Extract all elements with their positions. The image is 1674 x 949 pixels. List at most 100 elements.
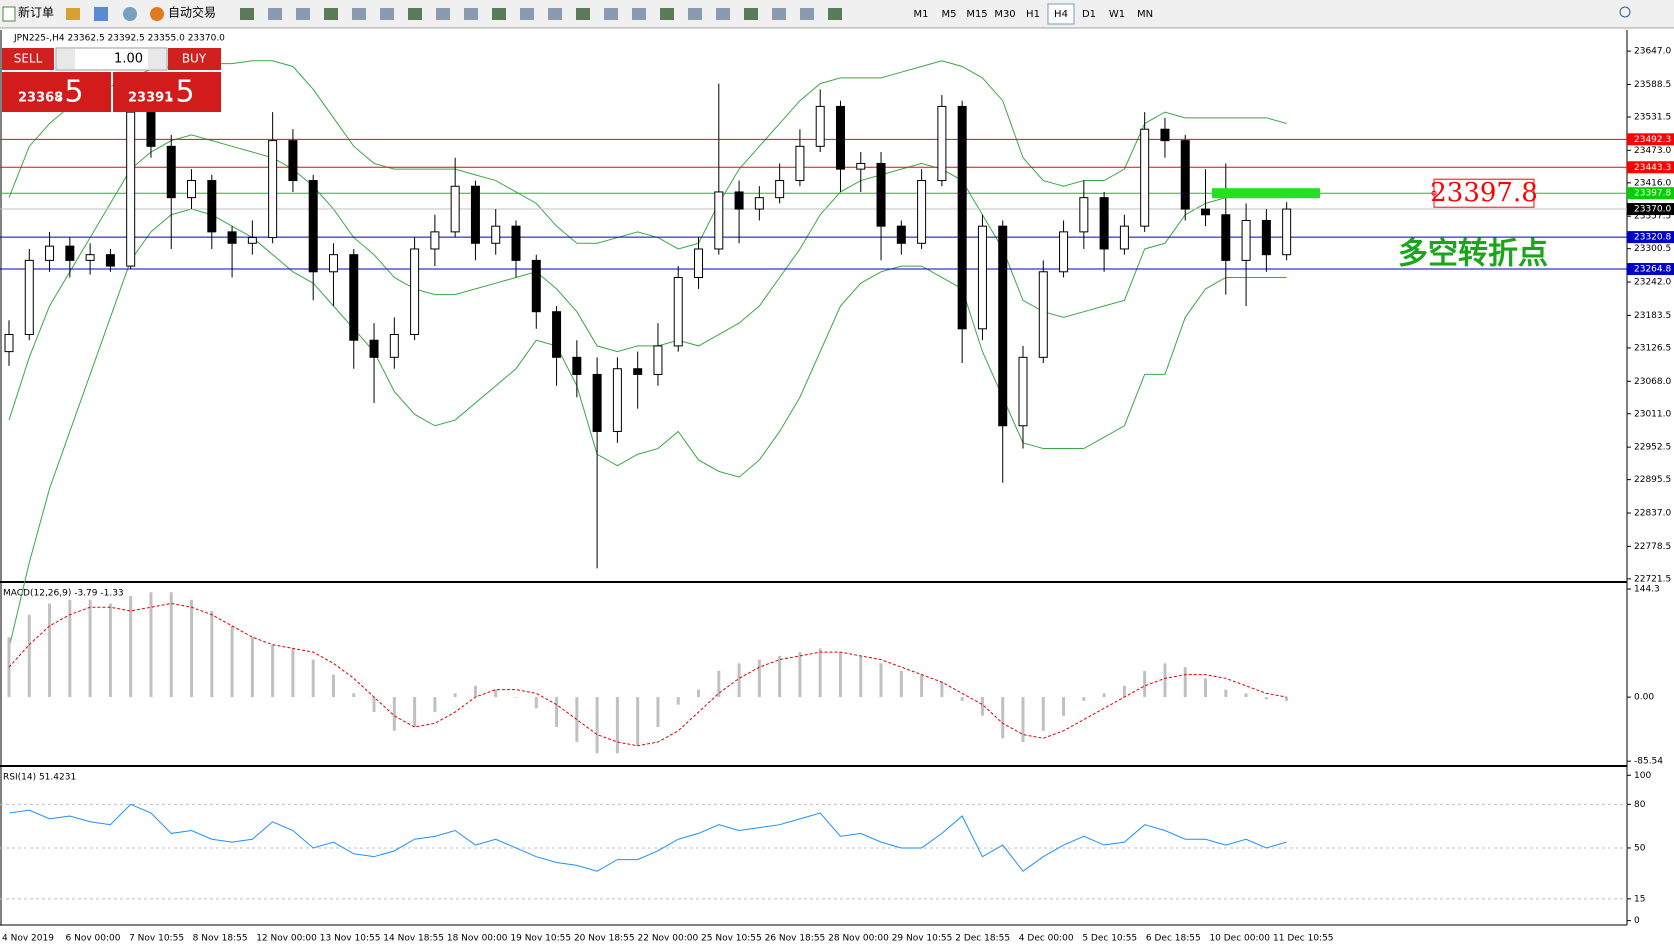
lot-value[interactable]: 1.00 (114, 52, 143, 67)
timeframe-button[interactable]: M30 (994, 9, 1015, 20)
candle-body (998, 225, 1008, 427)
macd-bar (656, 697, 660, 728)
timeframe-button[interactable]: M15 (966, 9, 987, 20)
tool-icon[interactable] (352, 8, 366, 20)
macd-bar (271, 644, 275, 698)
macd-bar (1143, 670, 1147, 698)
candle-body (531, 259, 541, 313)
candle-body (957, 105, 967, 330)
candle-body (1241, 219, 1251, 261)
auto-trading-button[interactable]: 自动交易 (168, 5, 216, 20)
tool-icon[interactable] (716, 8, 730, 20)
macd-bar (250, 637, 254, 698)
candle-body (917, 180, 927, 244)
candle-body (1160, 128, 1170, 142)
x-tick-label: 4 Nov 2019 (2, 934, 54, 944)
macd-bar (960, 697, 964, 701)
tool-icon[interactable] (240, 8, 254, 20)
pivot-note: 多空转折点 (1398, 237, 1548, 272)
candle-body (85, 254, 95, 261)
timeframe-button[interactable]: H1 (1026, 9, 1040, 20)
timeframe-active (1047, 3, 1075, 25)
candle-body (977, 225, 987, 330)
tool-icon[interactable] (772, 8, 786, 20)
tool-icon[interactable] (408, 8, 422, 20)
tool-icon[interactable] (324, 8, 338, 20)
y-tick-label: 23531.5 (1634, 112, 1671, 122)
price-level-tag (1627, 263, 1674, 276)
macd-bar (433, 697, 437, 713)
tool-icon[interactable] (688, 8, 702, 20)
icon[interactable] (66, 8, 80, 20)
bid-box[interactable] (2, 72, 111, 112)
tool-icon[interactable] (744, 8, 758, 20)
pivot-box (1433, 178, 1535, 208)
new-order-icon[interactable] (2, 6, 16, 22)
tool-icon[interactable] (492, 8, 506, 20)
timeframe-button[interactable]: W1 (1109, 9, 1125, 20)
tool-icon[interactable] (828, 8, 842, 20)
timeframe-button[interactable]: M5 (942, 9, 957, 20)
candle-body (511, 225, 521, 261)
candle-body (491, 225, 501, 244)
candle-body (795, 145, 805, 182)
tool-icon[interactable] (268, 8, 282, 20)
y-tick-label: 22837.0 (1634, 509, 1671, 519)
tool-icon[interactable] (436, 8, 450, 20)
macd-bar (1244, 693, 1248, 698)
new-order-button[interactable]: 新订单 (18, 5, 54, 20)
lot-increase[interactable] (148, 49, 166, 69)
candle-body (450, 185, 460, 233)
macd-bar (757, 659, 761, 698)
macd-bar (697, 689, 701, 698)
price-level-tag (1627, 161, 1674, 174)
timeframe-button[interactable]: M1 (914, 9, 929, 20)
timeframe-button[interactable]: H4 (1054, 9, 1068, 20)
y-tick-label: 22778.5 (1634, 542, 1671, 552)
y-tick-label: 23588.5 (1634, 80, 1671, 90)
timeframe-button[interactable]: MN (1137, 9, 1153, 20)
x-tick-label: 6 Dec 18:55 (1146, 934, 1201, 944)
search-icon[interactable] (1619, 6, 1631, 18)
tool-icon[interactable] (548, 8, 562, 20)
lot-input[interactable] (55, 47, 168, 71)
candle-body (1018, 356, 1028, 427)
chart-info: JPN225-,H4 23362.5 23392.5 23355.0 23370… (13, 34, 225, 44)
candle-body (1099, 197, 1109, 250)
buy-label[interactable]: BUY (182, 52, 207, 66)
icon[interactable] (94, 7, 108, 21)
sell-button[interactable] (2, 48, 54, 70)
macd-bar (494, 689, 498, 698)
lot-decrease[interactable] (57, 49, 75, 69)
buy-button[interactable] (168, 48, 221, 70)
tool-icon[interactable] (604, 8, 618, 20)
timeframe-button[interactable]: D1 (1082, 9, 1096, 20)
candle-body (937, 105, 947, 182)
macd-bar (108, 603, 112, 698)
x-tick-label: 2 Dec 18:55 (955, 934, 1010, 944)
ask-box[interactable] (113, 72, 221, 112)
candle-body (349, 254, 359, 341)
candle-body (187, 180, 197, 199)
macd-bar (1183, 667, 1187, 698)
y-tick-label: 22952.5 (1634, 443, 1671, 453)
tool-icon[interactable] (800, 8, 814, 20)
icon[interactable] (123, 7, 137, 21)
bid-fraction: .5 (55, 75, 84, 110)
tool-icon[interactable] (380, 8, 394, 20)
tool-icon[interactable] (576, 8, 590, 20)
tool-icon[interactable] (296, 8, 310, 20)
tool-icon[interactable] (660, 8, 674, 20)
y-tick-label: 23183.5 (1634, 311, 1671, 321)
candle-body (633, 368, 643, 375)
macd-bar (514, 697, 518, 698)
tool-icon[interactable] (632, 8, 646, 20)
sell-label[interactable]: SELL (14, 52, 43, 66)
candle-body (572, 356, 582, 375)
tool-icon[interactable] (464, 8, 478, 20)
x-tick-label: 11 Dec 10:55 (1273, 934, 1334, 944)
auto-trading-icon[interactable] (150, 7, 164, 21)
pivot-price: 23397.8 (1430, 178, 1538, 208)
x-tick-label: 19 Nov 10:55 (510, 934, 571, 944)
tool-icon[interactable] (520, 8, 534, 20)
